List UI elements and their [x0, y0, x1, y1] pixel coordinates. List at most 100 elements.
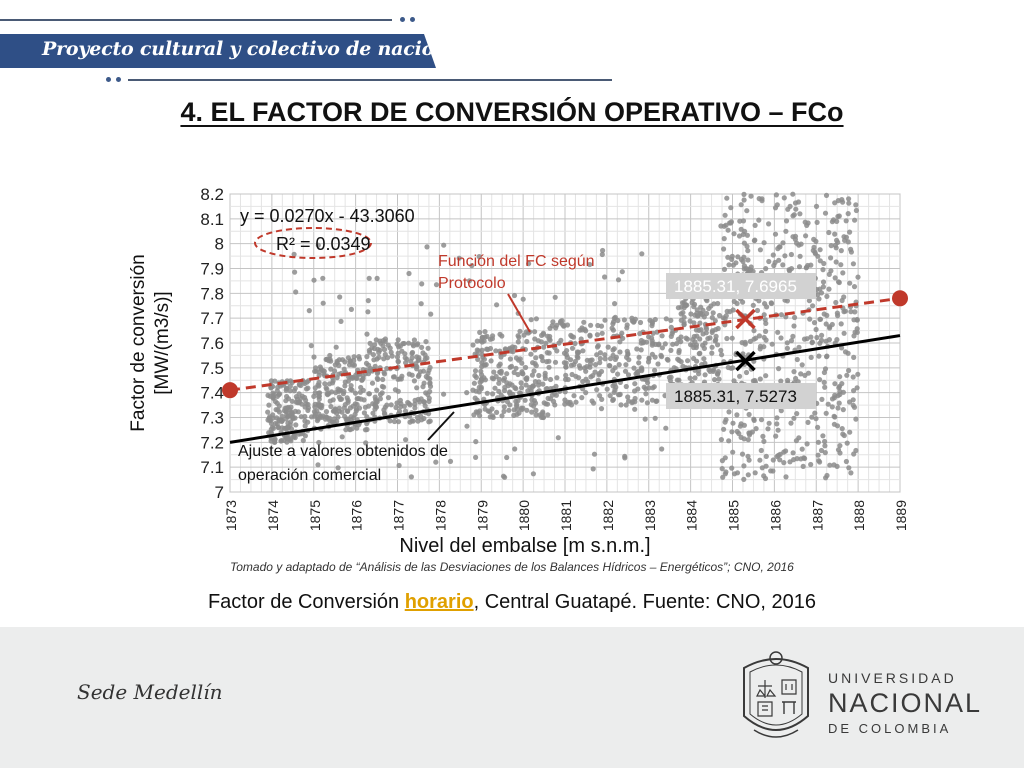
scatter-point: [839, 345, 845, 351]
scatter-point: [599, 396, 605, 402]
scatter-point: [649, 338, 655, 344]
scatter-point: [635, 386, 641, 392]
scatter-point: [741, 422, 748, 428]
scatter-point: [855, 274, 861, 280]
scatter-point: [838, 262, 844, 268]
y-tick-label: 7.4: [200, 384, 224, 403]
scatter-point: [825, 401, 831, 407]
scatter-point: [512, 446, 518, 452]
scatter-point: [683, 302, 689, 309]
scatter-point: [645, 359, 652, 365]
scatter-point: [597, 355, 603, 362]
scatter-point: [366, 275, 372, 281]
scatter-point: [813, 416, 819, 422]
scatter-point: [625, 372, 632, 378]
scatter-point: [361, 410, 367, 416]
scatter-point: [846, 465, 852, 471]
scatter-point: [385, 395, 392, 401]
scatter-point: [524, 375, 530, 381]
scatter-point: [808, 461, 814, 468]
scatter-point: [352, 401, 358, 407]
scatter-point: [676, 377, 682, 383]
scatter-point: [740, 218, 747, 224]
scatter-point: [731, 471, 738, 477]
scatter-point: [744, 208, 750, 214]
scatter-point: [524, 407, 530, 413]
scatter-point: [742, 341, 748, 347]
scatter-point: [783, 218, 790, 224]
scatter-point: [702, 360, 708, 366]
figure-caption: Factor de Conversión horario, Central Gu…: [0, 591, 1024, 614]
scatter-point: [508, 348, 514, 354]
university-line1: UNIVERSIDAD: [828, 670, 957, 686]
scatter-point: [837, 443, 843, 449]
scatter-point: [528, 351, 534, 357]
scatter-point: [598, 406, 605, 412]
scatter-point: [393, 404, 399, 411]
scatter-point: [634, 346, 640, 352]
scatter-point: [343, 427, 349, 433]
scatter-point: [850, 261, 857, 267]
scatter-point: [668, 324, 674, 330]
scatter-point: [818, 337, 825, 343]
scatter-point: [563, 352, 569, 358]
scatter-point: [822, 384, 828, 390]
scatter-point: [523, 364, 529, 371]
scatter-point: [385, 355, 391, 361]
scatter-point: [402, 351, 408, 357]
scatter-point: [364, 354, 370, 360]
scatter-point: [490, 414, 496, 420]
scatter-point: [366, 391, 372, 397]
scatter-point: [783, 474, 789, 480]
scatter-point: [817, 247, 823, 253]
scatter-point: [372, 401, 378, 407]
scatter-point: [552, 359, 559, 365]
scatter-point: [803, 233, 809, 239]
scatter-point: [513, 365, 519, 371]
scatter-point: [793, 206, 799, 212]
scatter-point: [676, 357, 682, 363]
scatter-point: [669, 331, 675, 337]
scatter-point: [814, 219, 820, 225]
scatter-point: [753, 426, 759, 432]
scatter-point: [848, 470, 854, 476]
scatter-point: [762, 475, 769, 482]
scatter-point: [382, 411, 388, 417]
scatter-point: [543, 386, 549, 392]
scatter-point: [412, 405, 418, 411]
scatter-point: [302, 423, 308, 429]
mid-rule: [128, 79, 612, 81]
scatter-point: [512, 385, 518, 391]
scatter-point: [344, 416, 351, 422]
x-tick-label: 1878: [432, 500, 448, 531]
scatter-point: [351, 354, 357, 360]
scatter-point: [518, 385, 525, 391]
scatter-point: [837, 450, 843, 456]
scatter-point: [709, 350, 715, 356]
scatter-point: [697, 350, 703, 356]
source-note: Tomado y adaptado de “Análisis de las De…: [230, 560, 794, 574]
scatter-point: [790, 333, 796, 339]
scatter-point: [641, 339, 647, 345]
scatter-point: [690, 336, 696, 343]
label-red: 1885.31, 7.6965: [674, 277, 797, 296]
scatter-point: [501, 377, 507, 383]
scatter-point: [844, 372, 850, 378]
scatter-point: [775, 329, 781, 335]
scatter-point: [420, 368, 427, 374]
scatter-point: [832, 381, 838, 387]
scatter-point: [773, 192, 780, 198]
scatter-point: [308, 343, 314, 349]
scatter-point: [539, 332, 545, 338]
scatter-point: [796, 264, 803, 270]
scatter-point: [761, 438, 767, 444]
scatter-point: [423, 339, 429, 345]
scatter-point: [346, 362, 353, 368]
scatter-point: [724, 335, 730, 342]
scatter-point: [623, 383, 629, 390]
scatter-point: [834, 218, 840, 224]
y-tick-label: 7.5: [200, 359, 224, 378]
scatter-point: [372, 394, 378, 400]
scatter-point: [777, 244, 783, 250]
scatter-point: [826, 229, 832, 236]
